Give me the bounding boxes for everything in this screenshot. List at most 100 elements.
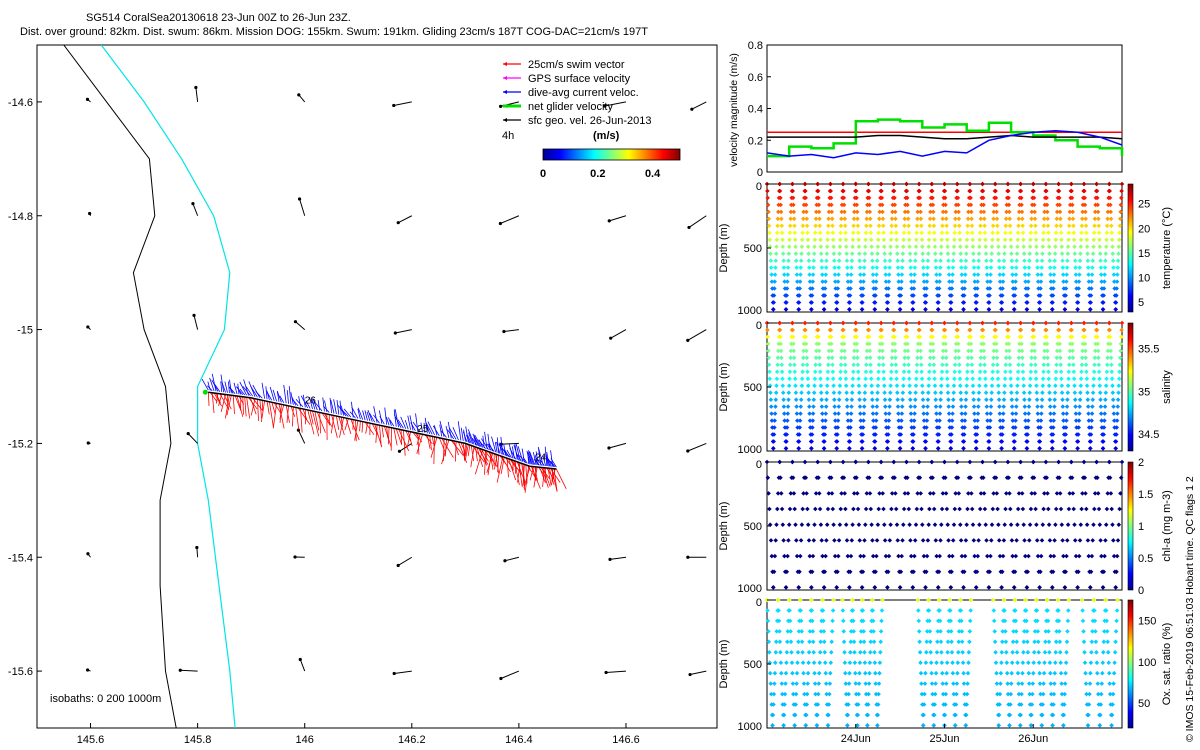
- geo-vector: [297, 429, 306, 444]
- swim-vector: [213, 392, 222, 407]
- isobath-label: isobaths: 0 200 1000m: [50, 693, 161, 705]
- geo-vector: [689, 670, 707, 676]
- current-vector: [317, 399, 321, 411]
- swim-vector: [279, 404, 285, 420]
- current-vector: [266, 391, 273, 401]
- colorbar-tick-label: 35.5: [1138, 344, 1159, 356]
- geo-vector-head: [186, 432, 190, 436]
- current-vector: [521, 448, 525, 463]
- current-vector: [467, 435, 472, 444]
- geo-vector: [393, 101, 412, 106]
- current-vector: [467, 429, 475, 445]
- current-vector: [447, 429, 455, 440]
- swim-vector: [248, 397, 258, 410]
- current-vector: [214, 384, 221, 392]
- current-vector: [550, 458, 557, 468]
- current-vector: [261, 382, 266, 399]
- depth-ylabel: Depth (m): [718, 224, 730, 273]
- legend-arrowhead: [503, 118, 507, 122]
- geo-vector-head: [88, 211, 92, 216]
- geo-vector-head: [392, 671, 396, 676]
- swim-vector: [273, 402, 282, 414]
- swim-vector: [407, 431, 413, 447]
- current-vector: [364, 410, 368, 421]
- geo-vector: [192, 203, 199, 216]
- geo-vector: [397, 556, 413, 566]
- map-x-tick-label: 146.2: [398, 734, 426, 746]
- colorbar-tick-label: 35: [1138, 386, 1150, 398]
- current-vector: [298, 396, 301, 407]
- current-vector: [211, 379, 219, 392]
- swim-vector: [497, 455, 499, 473]
- geo-vector-head: [686, 449, 690, 453]
- current-vector: [221, 381, 226, 393]
- swim-vector: [226, 395, 232, 416]
- swim-vector: [430, 437, 438, 458]
- depth-y-tick-label: 500: [744, 521, 762, 533]
- swim-vector: [371, 423, 379, 436]
- current-vector: [532, 452, 537, 465]
- current-vector: [550, 460, 556, 468]
- current-vector: [269, 386, 275, 401]
- depth-colorbar: [1127, 461, 1134, 591]
- colorbar-tick-label: 34.5: [1138, 429, 1159, 441]
- swim-vector: [474, 449, 484, 475]
- current-vector: [448, 427, 457, 440]
- swim-vector: [464, 443, 468, 457]
- swim-vector: [550, 468, 556, 486]
- swim-vector: [455, 441, 457, 462]
- map-x-tick-label: 146: [296, 734, 314, 746]
- swim-vector: [344, 418, 349, 431]
- geo-vector-head: [85, 668, 90, 672]
- swim-vector: [508, 458, 517, 481]
- geo-vector-head: [191, 202, 195, 206]
- colorbar-tick-label: 5: [1138, 297, 1144, 309]
- current-vector: [339, 400, 342, 416]
- current-vector: [235, 386, 244, 396]
- current-vector: [535, 455, 538, 466]
- day-label: 25: [417, 424, 429, 435]
- swim-vector: [517, 462, 521, 483]
- swim-vector: [551, 468, 554, 482]
- colorbar-tick-label: 0: [1138, 585, 1144, 597]
- swim-vector: [387, 427, 390, 445]
- swim-vector: [330, 415, 335, 434]
- velocity-series-line: [767, 134, 1123, 140]
- swim-vector: [495, 454, 500, 474]
- current-vector: [323, 405, 330, 413]
- geo-vector: [608, 442, 627, 449]
- swim-vector: [416, 434, 423, 454]
- swim-vector: [417, 433, 420, 455]
- depth-panel-2: 0 500 1000 Depth (m) 34.5 35 35.5 salinity: [718, 320, 1173, 456]
- current-vector: [468, 432, 474, 445]
- swim-vector: [500, 457, 505, 475]
- colorbar-label: chl-a (mg m-3): [1161, 490, 1173, 562]
- colorbar-tick-label: 100: [1138, 657, 1156, 669]
- swim-vector: [484, 450, 487, 475]
- swim-vector: [501, 455, 511, 473]
- geo-vector-head: [498, 221, 502, 226]
- current-vector: [272, 389, 277, 402]
- current-vector: [481, 438, 489, 450]
- map-y-tick-label: -14.8: [8, 211, 33, 223]
- depth-y-tick-label: 1000: [738, 444, 762, 456]
- current-vector: [228, 381, 230, 394]
- map-x-tick-label: 146.4: [505, 734, 533, 746]
- current-vector: [545, 455, 555, 468]
- geo-vector-head: [293, 555, 297, 559]
- swim-vector: [257, 399, 259, 421]
- current-vector: [336, 399, 340, 415]
- geo-vector-head: [298, 657, 302, 662]
- geo-vector: [610, 329, 627, 339]
- geo-vector-head: [192, 313, 196, 317]
- swim-vector: [441, 439, 450, 465]
- scale-label: 4h: [502, 130, 514, 142]
- current-vector: [385, 416, 390, 426]
- swim-vector: [286, 405, 289, 423]
- swim-vector: [324, 413, 333, 427]
- current-vector: [546, 458, 551, 467]
- current-vector: [407, 415, 411, 430]
- depth-panel-4: 0 500 1000 Depth (m) 50 100 150 Ox. sat. ratio …: [718, 597, 1173, 745]
- colorbar-label: salinity: [1161, 370, 1173, 404]
- day-labels: 26 25 24: [305, 396, 547, 464]
